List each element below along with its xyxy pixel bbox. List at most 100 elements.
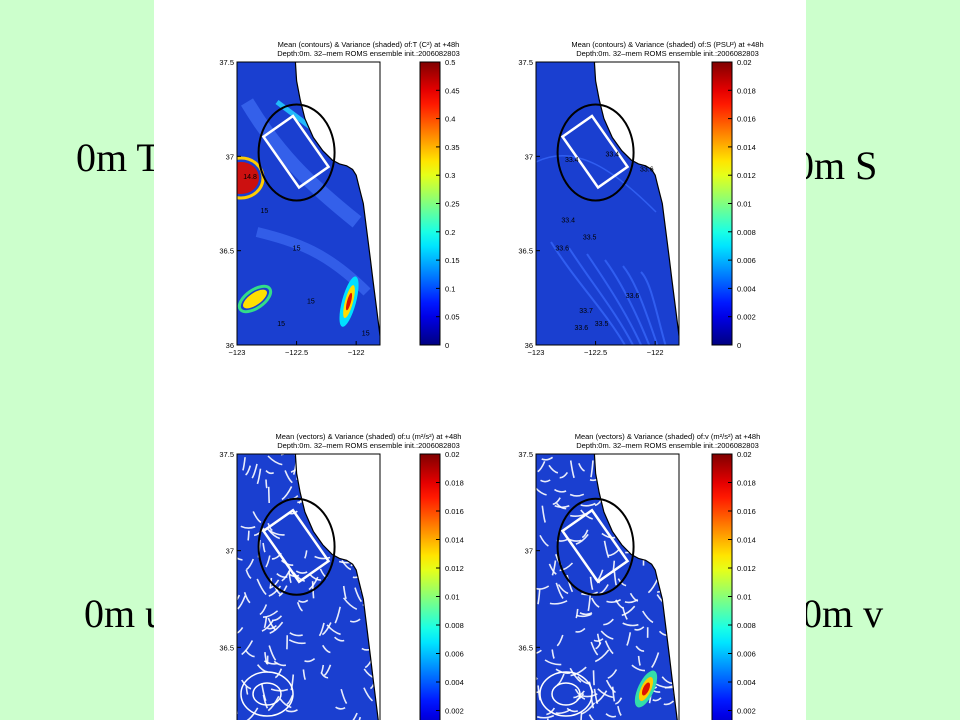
current-vector (559, 562, 574, 572)
map-field (237, 454, 380, 720)
salinity-contour (640, 271, 667, 345)
current-vector (286, 694, 294, 706)
y-tick-label: 36.5 (518, 643, 533, 652)
current-vector (601, 532, 616, 539)
colorbar-tick-label: 0.018 (445, 479, 464, 488)
current-vector (340, 688, 348, 705)
current-vector (537, 685, 541, 701)
current-vector (546, 707, 556, 716)
current-vector (288, 571, 292, 584)
contour-label: 15 (277, 321, 285, 328)
current-vector (267, 528, 281, 540)
current-vector (557, 584, 569, 595)
colorbar-tick-label: 0.006 (737, 650, 756, 659)
current-vector (536, 487, 547, 496)
current-vector (621, 605, 636, 617)
current-vector (251, 463, 258, 479)
current-vector (566, 707, 579, 713)
contour-label: 33.6 (640, 166, 654, 173)
current-vector (341, 559, 352, 571)
map-frame (535, 61, 680, 346)
current-vector (581, 529, 589, 539)
current-vector (576, 613, 592, 618)
colorbar-tick-label: 0.25 (445, 200, 460, 209)
y-tick-label: 36 (525, 341, 533, 350)
current-vector (551, 649, 555, 659)
colorbar-tick-label: 0.016 (737, 507, 756, 516)
current-vector (635, 645, 645, 652)
x-tick-label: −123 (229, 348, 246, 357)
colorbar-tick-label: 0.008 (445, 621, 464, 630)
colorbar-tick-label: 0.012 (737, 564, 756, 573)
current-vector (579, 612, 593, 616)
chart-T: Mean (contours) & Variance (shaded) of:T… (219, 40, 460, 357)
current-vector (540, 479, 551, 483)
current-vector (651, 652, 660, 668)
y-tick-label: 37 (525, 547, 533, 556)
chart-v: Mean (vectors) & Variance (shaded) of:v … (518, 432, 760, 720)
current-vector (587, 595, 591, 612)
current-vector (603, 618, 614, 626)
current-vector (652, 697, 662, 702)
current-vector (262, 610, 279, 618)
current-vector (578, 462, 585, 472)
current-vector (552, 497, 561, 505)
study-box (560, 114, 630, 190)
y-tick-label: 37.5 (219, 450, 234, 459)
colorbar-tick-label: 0.008 (737, 621, 756, 630)
salinity-contour (536, 154, 657, 213)
map-frame (236, 61, 381, 346)
colorbar-tick-label: 0.4 (445, 115, 455, 124)
y-tick-label: 37 (226, 152, 234, 161)
colorbar-tick-label: 0.002 (445, 707, 464, 716)
current-vector (321, 622, 332, 636)
current-vector (273, 660, 287, 667)
colorbar-tick-label: 0.05 (445, 313, 460, 322)
colorbar-tick-label: 0.008 (737, 228, 756, 237)
variance-hotspot (243, 289, 267, 309)
current-vector (569, 493, 585, 497)
salinity-contour (568, 247, 635, 345)
current-eddy (539, 671, 593, 717)
current-vector (536, 649, 542, 654)
current-vector (246, 558, 255, 571)
current-vector (352, 712, 358, 720)
contour-label: 15 (261, 208, 269, 215)
current-vector (576, 693, 585, 701)
current-vector (259, 604, 268, 616)
salinity-contour (622, 265, 659, 345)
y-tick-label: 37 (226, 547, 234, 556)
current-vector (263, 660, 279, 665)
current-vector (605, 679, 616, 694)
current-vector (629, 592, 639, 602)
study-circle (556, 103, 635, 202)
colorbar-tick-label: 0.01 (737, 593, 752, 602)
colorbar-tick-label: 0.15 (445, 256, 460, 265)
chart-title: Mean (contours) & Variance (shaded) of:T… (278, 40, 460, 49)
chart-subtitle: Depth:0m. 32–mem ROMS ensemble init.:200… (576, 441, 759, 450)
salinity-contour (586, 253, 643, 345)
current-vector (556, 634, 564, 647)
current-eddy (551, 682, 581, 706)
current-vector (573, 690, 585, 699)
current-vector (549, 600, 568, 605)
chart-S: Mean (contours) & Variance (shaded) of:S… (518, 40, 763, 357)
label-top-left: 0m T (76, 135, 161, 180)
current-vector (342, 597, 358, 610)
current-vector (642, 610, 654, 624)
contour-label: 33.7 (579, 308, 593, 315)
current-vector (566, 574, 574, 593)
colorbar-tick-label: 0.2 (445, 228, 455, 237)
current-vector (334, 606, 341, 624)
current-vector (303, 550, 308, 559)
label-bottom-left: 0m u (84, 591, 166, 636)
current-vector (252, 511, 262, 524)
current-vector (267, 486, 270, 504)
current-vector (289, 632, 303, 637)
current-vector (663, 700, 675, 706)
colorbar-tick-label: 0.018 (737, 86, 756, 95)
y-tick-label: 37 (525, 152, 533, 161)
current-vector (544, 659, 562, 666)
chart-title: Mean (contours) & Variance (shaded) of:S… (571, 40, 763, 49)
current-vector (617, 578, 627, 587)
